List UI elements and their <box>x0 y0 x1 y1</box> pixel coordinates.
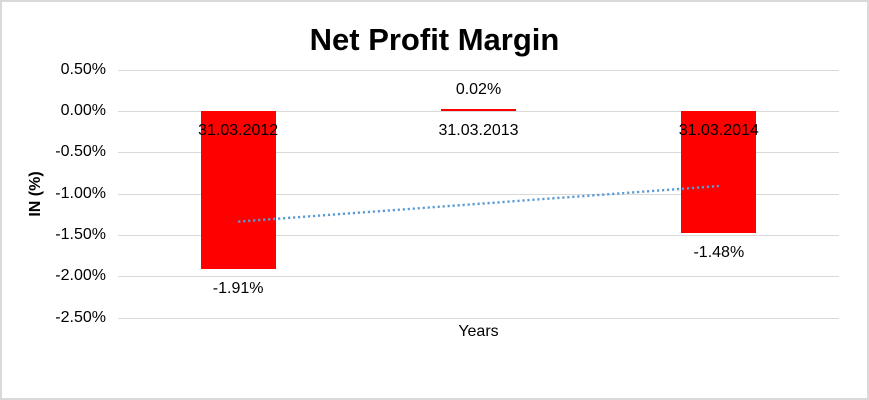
category-label: 31.03.2012 <box>198 121 279 139</box>
y-axis-tick-label: -0.50% <box>55 143 106 161</box>
y-axis-tick-label: -2.50% <box>55 308 106 326</box>
chart-title: Net Profit Margin <box>309 22 560 57</box>
gridline <box>118 193 839 195</box>
x-axis-title: Years <box>458 323 499 340</box>
y-axis-tick-label: 0.50% <box>60 60 106 78</box>
data-label: -1.48% <box>693 244 745 262</box>
data-label: 0.02% <box>455 81 502 99</box>
gridline <box>118 110 839 112</box>
gridline <box>118 152 839 154</box>
y-axis-tick-label: 0.00% <box>60 101 106 119</box>
gridline <box>118 276 839 278</box>
bar <box>200 110 276 269</box>
y-axis-tick-label: -1.50% <box>55 225 106 243</box>
gridline <box>118 69 839 71</box>
gridline <box>118 234 839 236</box>
y-axis-tick-label: -1.00% <box>55 184 106 202</box>
y-axis-tick-label: -2.00% <box>55 267 106 285</box>
category-label: 31.03.2013 <box>438 121 519 139</box>
bar <box>441 108 516 111</box>
bar <box>681 110 757 234</box>
category-label: 31.03.2014 <box>678 121 759 139</box>
trendline <box>238 184 719 223</box>
data-label: -1.91% <box>212 279 264 297</box>
gridline <box>118 317 839 319</box>
